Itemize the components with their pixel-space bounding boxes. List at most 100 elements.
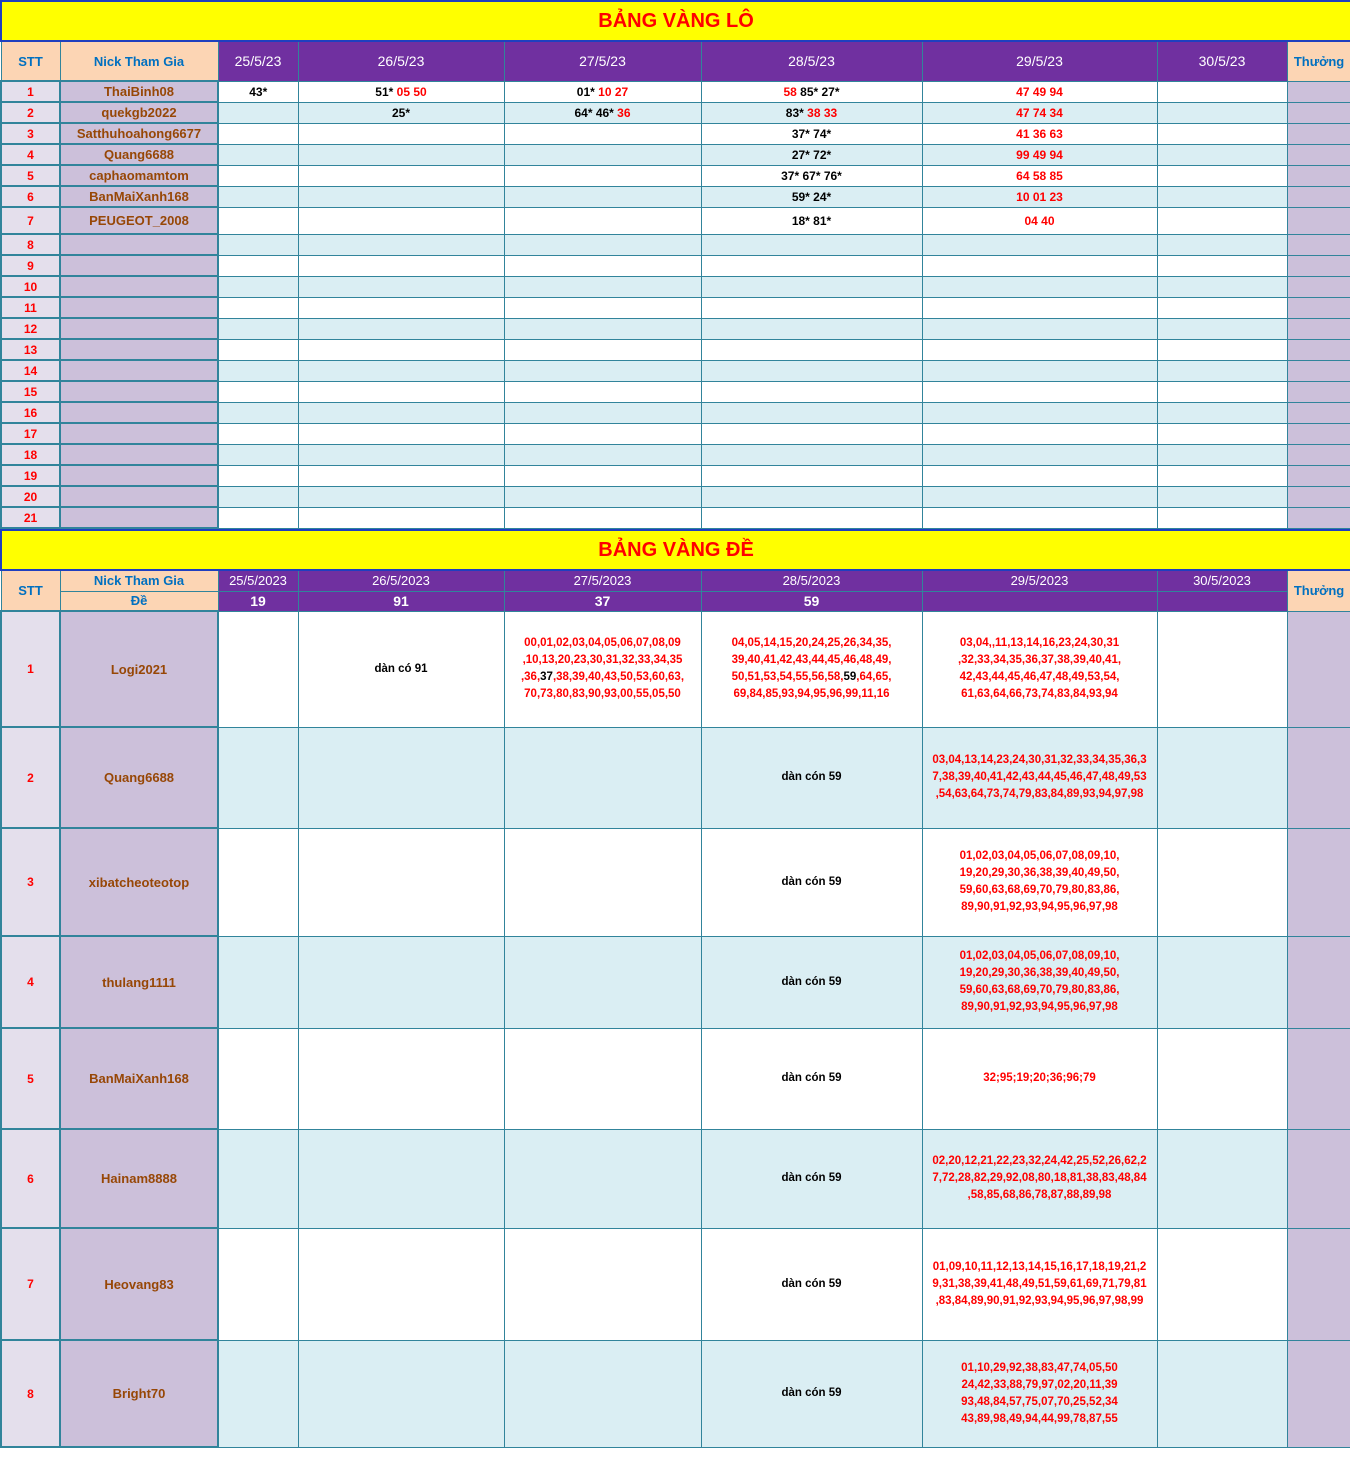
nick-name[interactable] [59, 338, 219, 361]
nick-name[interactable]: Hainam8888 [59, 1128, 219, 1229]
date-header-3[interactable]: 28/5/23 [700, 40, 923, 82]
nick-name[interactable] [59, 380, 219, 403]
entry-cell[interactable] [1156, 464, 1288, 487]
entry-cell[interactable] [700, 422, 923, 445]
reward-cell[interactable] [1286, 338, 1350, 361]
reward-cell[interactable] [1286, 401, 1350, 424]
date-header-5[interactable]: 30/5/2023 [1156, 569, 1288, 592]
entry-cell[interactable] [297, 1128, 505, 1229]
entry-cell[interactable]: 83* 38 33 [700, 101, 923, 124]
nick-name[interactable]: PEUGEOT_2008 [59, 206, 219, 235]
entry-cell[interactable] [1156, 827, 1288, 937]
date-header-4[interactable]: 29/5/23 [921, 40, 1158, 82]
entry-cell[interactable] [503, 1027, 702, 1130]
entry-cell[interactable] [1156, 935, 1288, 1029]
entry-cell[interactable] [1156, 101, 1288, 124]
nick-name[interactable] [59, 401, 219, 424]
reward-cell[interactable] [1286, 317, 1350, 340]
entry-cell[interactable] [297, 827, 505, 937]
entry-cell[interactable]: 47 74 34 [921, 101, 1158, 124]
entry-cell[interactable] [217, 464, 299, 487]
entry-cell[interactable] [700, 401, 923, 424]
entry-cell[interactable] [700, 506, 923, 529]
entry-cell[interactable] [217, 1027, 299, 1130]
stt-header[interactable]: STT [0, 40, 61, 82]
reward-cell[interactable] [1286, 101, 1350, 124]
entry-cell[interactable] [297, 485, 505, 508]
entry-cell[interactable] [503, 422, 702, 445]
entry-cell[interactable]: 41 36 63 [921, 122, 1158, 145]
reward-cell[interactable] [1286, 380, 1350, 403]
entry-cell[interactable] [503, 380, 702, 403]
entry-cell[interactable] [297, 1027, 505, 1130]
entry-cell[interactable] [503, 935, 702, 1029]
nick-name[interactable] [59, 359, 219, 382]
entry-cell[interactable]: 43* [217, 80, 299, 103]
entry-cell[interactable] [1156, 506, 1288, 529]
entry-cell[interactable] [921, 443, 1158, 466]
entry-cell[interactable] [297, 935, 505, 1029]
entry-cell[interactable] [217, 401, 299, 424]
entry-cell[interactable] [1156, 164, 1288, 187]
reward-cell[interactable] [1286, 1339, 1350, 1448]
entry-cell[interactable] [297, 1339, 505, 1448]
entry-cell[interactable] [1156, 610, 1288, 728]
entry-cell[interactable] [217, 359, 299, 382]
entry-cell[interactable] [217, 296, 299, 319]
reward-header[interactable]: Thưởng [1286, 569, 1350, 612]
entry-cell[interactable] [503, 338, 702, 361]
nick-name[interactable]: Heovang83 [59, 1227, 219, 1341]
entry-cell[interactable] [503, 185, 702, 208]
entry-cell[interactable] [297, 185, 505, 208]
nick-name[interactable]: Quang6688 [59, 143, 219, 166]
entry-cell[interactable] [700, 485, 923, 508]
entry-cell[interactable] [217, 485, 299, 508]
entry-cell[interactable] [700, 233, 923, 256]
entry-cell[interactable] [700, 296, 923, 319]
entry-cell[interactable] [503, 1128, 702, 1229]
entry-cell[interactable] [503, 275, 702, 298]
entry-cell[interactable]: dàn cón 59 [700, 1227, 923, 1341]
entry-cell[interactable] [297, 317, 505, 340]
lo-title[interactable]: BẢNG VÀNG LÔ [0, 0, 1350, 42]
entry-cell[interactable]: 32;95;19;20;36;96;79 [921, 1027, 1158, 1130]
entry-cell[interactable] [503, 296, 702, 319]
entry-cell[interactable] [1156, 185, 1288, 208]
entry-cell[interactable] [217, 422, 299, 445]
entry-cell[interactable]: 03,04,13,14,23,24,30,31,32,33,34,35,36,3… [921, 726, 1158, 829]
entry-cell[interactable]: 27* 72* [700, 143, 923, 166]
reward-cell[interactable] [1286, 164, 1350, 187]
entry-cell[interactable] [503, 317, 702, 340]
date-header-2[interactable]: 27/5/23 [503, 40, 702, 82]
entry-cell[interactable] [217, 726, 299, 829]
entry-cell[interactable] [503, 143, 702, 166]
entry-cell[interactable] [297, 464, 505, 487]
date-header-1[interactable]: 26/5/2023 [297, 569, 505, 592]
entry-cell[interactable]: 01,10,29,92,38,83,47,74,05,50 24,42,33,8… [921, 1339, 1158, 1448]
entry-cell[interactable] [700, 254, 923, 277]
entry-cell[interactable] [217, 610, 299, 728]
reward-cell[interactable] [1286, 464, 1350, 487]
nick-name[interactable] [59, 254, 219, 277]
entry-cell[interactable] [921, 338, 1158, 361]
reward-cell[interactable] [1286, 935, 1350, 1029]
reward-cell[interactable] [1286, 610, 1350, 728]
entry-cell[interactable] [217, 380, 299, 403]
entry-cell[interactable] [700, 338, 923, 361]
entry-cell[interactable] [297, 296, 505, 319]
reward-cell[interactable] [1286, 275, 1350, 298]
nick-name[interactable]: ThaiBinh08 [59, 80, 219, 103]
entry-cell[interactable] [1156, 206, 1288, 235]
entry-cell[interactable] [921, 275, 1158, 298]
entry-cell[interactable] [217, 1128, 299, 1229]
entry-cell[interactable]: 99 49 94 [921, 143, 1158, 166]
entry-cell[interactable] [1156, 233, 1288, 256]
nick-name[interactable]: Satthuhoahong6677 [59, 122, 219, 145]
reward-cell[interactable] [1286, 359, 1350, 382]
nick-name[interactable] [59, 464, 219, 487]
nick-name[interactable]: BanMaiXanh168 [59, 185, 219, 208]
entry-cell[interactable]: 58 85* 27* [700, 80, 923, 103]
entry-cell[interactable]: 01,09,10,11,12,13,14,15,16,17,18,19,21,2… [921, 1227, 1158, 1341]
entry-cell[interactable] [297, 726, 505, 829]
entry-cell[interactable] [1156, 359, 1288, 382]
